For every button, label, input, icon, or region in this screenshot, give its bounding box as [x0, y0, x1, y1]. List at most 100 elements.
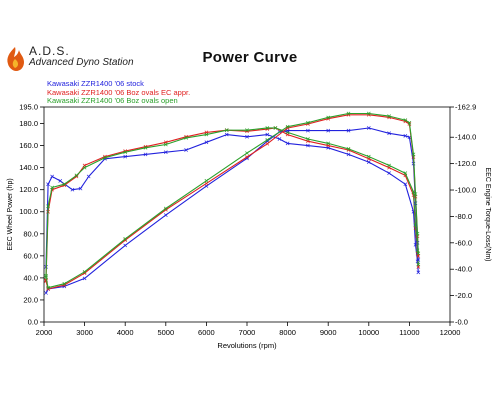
data-point	[346, 128, 351, 133]
y2-tick-label: -100.0	[455, 186, 476, 195]
y2-tick-label: -120.0	[455, 159, 476, 168]
data-point	[184, 136, 188, 140]
y-tick-label: 20.0	[23, 295, 38, 304]
data-point	[285, 128, 290, 133]
y-axis-right: -0.0 -20.0 -40.0 -60.0 -80.0 -100.0 -120.0 -140…	[450, 103, 476, 327]
data-point	[204, 184, 209, 188]
data-point	[245, 155, 249, 159]
series-line-5	[45, 114, 419, 290]
data-point	[204, 140, 209, 145]
logo-name: A.D.S.	[29, 44, 70, 58]
x-tick-label: 12000	[440, 328, 461, 337]
data-point	[387, 171, 391, 176]
data-point	[285, 141, 290, 146]
data-point	[82, 165, 87, 170]
data-point	[46, 285, 50, 290]
data-point	[50, 185, 54, 190]
legend-entry: Kawasaki ZZR1400 '06 Boz ovals EC appr.	[47, 87, 191, 97]
flame-icon	[7, 47, 24, 71]
data-point	[224, 128, 229, 133]
y-axis-label-left: EEC Wheel Power (hp)	[7, 178, 14, 250]
data-point	[50, 174, 54, 179]
data-point	[415, 231, 420, 236]
data-point	[407, 120, 412, 125]
data-point	[74, 173, 79, 178]
legend-entry: Kawasaki ZZR1400 '06 stock	[47, 79, 144, 88]
data-point	[265, 141, 270, 146]
data-point	[416, 262, 421, 267]
y2-tick-label: -60.0	[455, 238, 472, 247]
data-point	[403, 182, 408, 187]
data-point	[86, 174, 91, 179]
data-point	[403, 171, 408, 176]
data-point	[346, 111, 351, 116]
data-point	[306, 120, 310, 125]
data-point	[413, 192, 418, 196]
data-point	[82, 269, 87, 274]
series-line-1	[45, 134, 419, 273]
chart-legend: Kawasaki ZZR1400 '06 stock Kawasaki ZZR14…	[47, 79, 191, 106]
data-point	[224, 132, 229, 137]
data-point	[70, 187, 75, 192]
data-point	[265, 126, 270, 130]
chart-title: Power Curve	[202, 49, 298, 66]
y-tick-label: 0.0	[28, 318, 38, 327]
data-point	[78, 186, 83, 191]
x-tick-label: 7000	[239, 328, 256, 337]
data-point	[62, 182, 67, 187]
x-tick-label: 8000	[279, 328, 296, 337]
data-point	[416, 270, 421, 275]
data-point	[285, 124, 290, 129]
y2-tick-label: -0.0	[455, 318, 468, 327]
data-point	[163, 213, 168, 217]
data-point	[103, 155, 107, 160]
data-point	[74, 174, 79, 179]
series-line-3	[45, 127, 419, 276]
y-tick-label: 195.0	[19, 103, 38, 112]
data-point	[204, 132, 209, 137]
data-point	[306, 128, 310, 133]
y2-tick-label: -162.9	[455, 103, 476, 112]
y2-tick-label: -20.0	[455, 291, 472, 300]
data-point	[44, 275, 48, 279]
x-tick-label: 10000	[358, 328, 379, 337]
series-line-4	[45, 127, 419, 294]
x-axis: 2000 3000 4000 5000 6000 7000 8000 9000 10000 110…	[36, 322, 461, 337]
data-point	[245, 128, 249, 133]
data-point	[326, 128, 331, 133]
data-point	[416, 251, 421, 256]
data-point	[123, 237, 128, 241]
data-point	[366, 160, 371, 164]
data-point	[403, 118, 408, 122]
data-point	[204, 181, 209, 186]
data-point	[46, 204, 50, 209]
y-axis-left: 0.0 20.0 40.0 60.0 80.0 100.0 120.0 140.0 160.0 1…	[19, 103, 44, 327]
x-tick-label: 3000	[76, 328, 93, 337]
data-point	[411, 152, 416, 157]
data-point	[123, 154, 128, 159]
data-point	[245, 151, 249, 155]
data-point	[82, 276, 87, 281]
y-tick-label: 180.0	[19, 119, 38, 128]
data-point	[366, 111, 371, 116]
series-line-6	[45, 112, 419, 289]
y-tick-label: 60.0	[23, 251, 38, 260]
data-point	[273, 126, 278, 130]
data-point	[416, 254, 421, 258]
data-point	[62, 281, 67, 286]
data-point	[346, 147, 351, 151]
y-tick-label: 40.0	[23, 273, 38, 282]
legend-entry: Kawasaki ZZR1400 '06 Boz ovals open	[47, 96, 178, 105]
data-point	[403, 134, 408, 138]
data-point	[306, 137, 310, 141]
x-tick-label: 11000	[399, 328, 419, 337]
data-point	[44, 291, 48, 295]
data-point	[366, 126, 371, 130]
data-point	[163, 142, 168, 147]
ads-logo: A.D.S. Advanced Dyno Station	[4, 44, 179, 76]
data-point	[346, 152, 351, 157]
plot-area	[43, 106, 451, 323]
x-tick-label: 2000	[36, 328, 53, 337]
y-axis-label-right: EEC Engine Torque-Loss(Nm)	[484, 167, 491, 261]
